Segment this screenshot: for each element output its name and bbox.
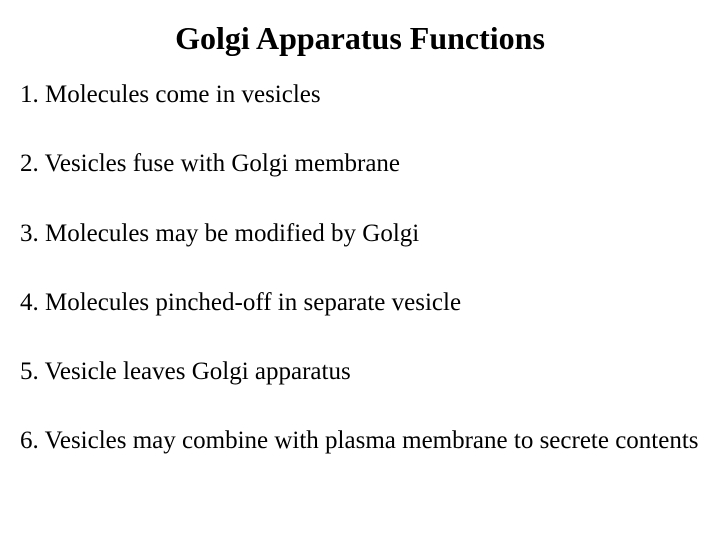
- list-item: 2. Vesicles fuse with Golgi membrane: [18, 148, 702, 179]
- item-text: Molecules pinched-off in separate vesicl…: [45, 289, 461, 316]
- item-number: 4.: [20, 289, 39, 316]
- item-number: 2.: [20, 150, 39, 177]
- item-text: Molecules come in vesicles: [45, 81, 321, 108]
- item-text: Vesicle leaves Golgi apparatus: [45, 358, 351, 385]
- list-item: 1. Molecules come in vesicles: [18, 79, 702, 110]
- function-list: 1. Molecules come in vesicles 2. Vesicle…: [18, 79, 702, 457]
- item-number: 3.: [20, 220, 39, 247]
- item-number: 6.: [20, 427, 39, 454]
- item-text: Vesicles may combine with plasma membran…: [45, 427, 699, 454]
- page-title: Golgi Apparatus Functions: [18, 20, 702, 57]
- item-number: 1.: [20, 81, 39, 108]
- item-text: Molecules may be modified by Golgi: [45, 220, 419, 247]
- item-number: 5.: [20, 358, 39, 385]
- list-item: 5. Vesicle leaves Golgi apparatus: [18, 356, 702, 387]
- list-item: 4. Molecules pinched-off in separate ves…: [18, 287, 702, 318]
- list-item: 6. Vesicles may combine with plasma memb…: [18, 425, 702, 456]
- list-item: 3. Molecules may be modified by Golgi: [18, 218, 702, 249]
- item-text: Vesicles fuse with Golgi membrane: [45, 150, 400, 177]
